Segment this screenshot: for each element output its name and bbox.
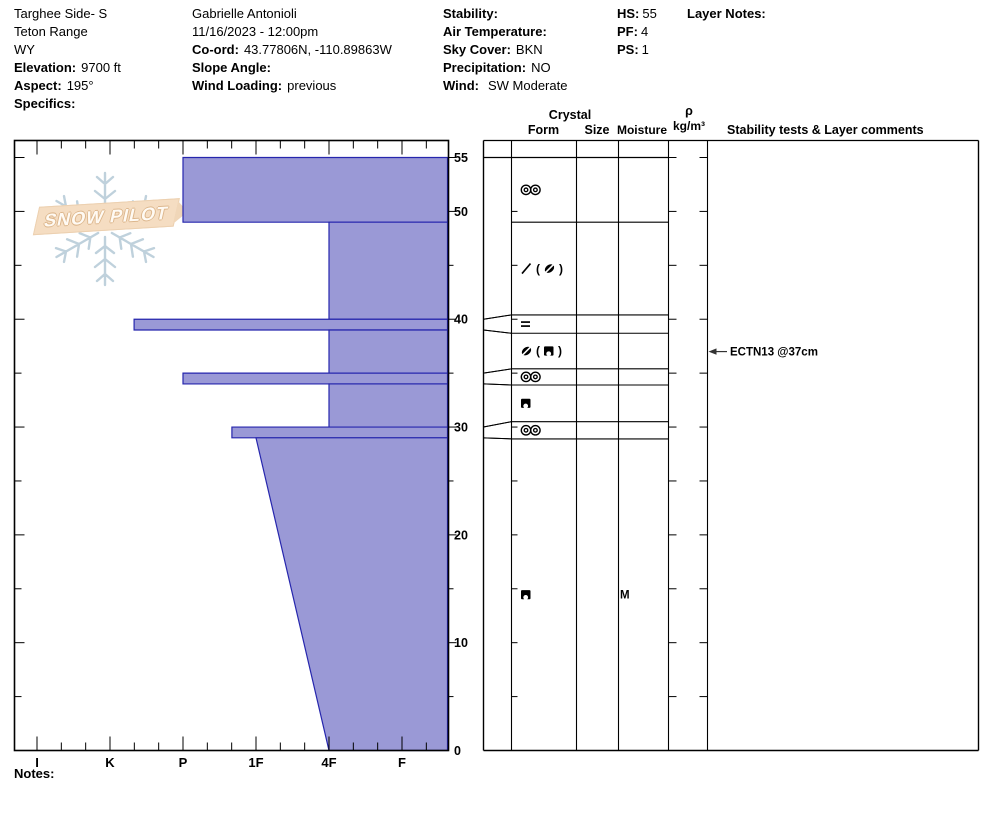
form-paren: ( (536, 262, 540, 276)
observer-name: Gabrielle Antonioli (192, 6, 297, 21)
hs-value: 55 (642, 6, 657, 21)
layer-connector (483, 437, 512, 440)
wind-label: Wind: (443, 78, 479, 93)
hardness-bar (182, 372, 449, 385)
grain-mf-cluster-icon (532, 427, 538, 433)
hardness-axis-label: K (105, 755, 115, 770)
ps-label: PS: (617, 42, 639, 57)
grain-mf-cluster-icon (520, 184, 532, 196)
grain-df-icon (521, 263, 532, 275)
moisture-column-header: Moisture (616, 123, 667, 137)
header-location-column: Targhee Side- S Teton Range WY Elevation… (14, 5, 121, 113)
form-column-header: Form (527, 123, 560, 137)
layer-connector (483, 383, 512, 386)
wind-loading-value: previous (287, 78, 337, 93)
coord-value: 43.77806N, -110.89863W (243, 42, 392, 57)
grain-mf-cluster-icon (530, 184, 541, 196)
grain-rg-mix-icon (544, 263, 555, 274)
grain-mf-cluster-icon (520, 371, 532, 383)
density-header: ρ (685, 104, 693, 118)
annotation-arrowhead-icon (708, 348, 717, 355)
stability-label: Stability: (443, 6, 498, 21)
grain-mf-cluster-icon (523, 187, 529, 193)
observation-datetime: 11/16/2023 - 12:00pm (192, 24, 319, 39)
pf-label: PF: (617, 24, 638, 39)
aspect-label: Aspect: (14, 78, 62, 93)
aspect-value: 195° (66, 78, 94, 93)
hardness-axis-label: 4F (321, 755, 336, 770)
ps-value: 1 (641, 42, 649, 57)
hs-label: HS: (617, 6, 640, 21)
grain-mf-crust-icon (523, 595, 529, 600)
sky-cover-value: BKN (515, 42, 543, 57)
grain-rg-mix-icon (521, 346, 532, 356)
header-layer-notes-column: Layer Notes: (687, 5, 766, 23)
hardness-bar (133, 318, 449, 331)
depth-axis-label: 55 (454, 151, 468, 165)
specifics-label: Specifics: (14, 96, 76, 111)
grain-mf-cluster-icon (530, 424, 541, 436)
depth-axis-label: 50 (454, 205, 468, 219)
elevation-value: 9700 ft (81, 60, 121, 75)
grain-mf-cluster-icon (532, 187, 538, 193)
grain-mf-cluster-icon (530, 371, 541, 383)
grain-mf-cluster-icon (523, 374, 529, 380)
form-paren: ) (559, 262, 563, 276)
wind-value: SW Moderate (487, 78, 568, 93)
hardness-bar (328, 329, 449, 374)
header-observer-column: Gabrielle Antonioli 11/16/2023 - 12:00pm… (192, 5, 392, 95)
depth-axis-label: 0 (454, 744, 461, 758)
elevation-label: Elevation: (14, 60, 77, 75)
layer-connector (483, 421, 512, 428)
depth-axis-label: 20 (454, 528, 468, 542)
size-column-header: Size (584, 123, 610, 137)
hardness-axis-label: 1F (248, 755, 263, 770)
grain-mf-crust-icon (546, 351, 552, 357)
precip-label: Precipitation: (443, 60, 527, 75)
coord-label: Co-ord: (192, 42, 239, 57)
depth-axis-label: 10 (454, 636, 468, 650)
form-paren: ( (536, 344, 540, 358)
site-name: Targhee Side- S (14, 6, 108, 21)
layer-notes-label: Layer Notes: (687, 6, 766, 21)
density-units-header: kg/m³ (672, 119, 705, 133)
hardness-bar (328, 383, 449, 428)
hardness-bar (328, 221, 449, 320)
range-name: Teton Range (14, 24, 88, 39)
layer-connector (483, 329, 512, 334)
layer-connector (483, 314, 512, 320)
grain-mf-cluster-icon (523, 427, 529, 433)
state: WY (14, 42, 35, 57)
form-paren: ) (558, 344, 562, 358)
hardness-axis-label: F (398, 755, 406, 770)
grain-mf-cluster-icon (520, 424, 532, 436)
sky-cover-label: Sky Cover: (443, 42, 511, 57)
notes-label: Notes: (14, 766, 55, 781)
hardness-bar (231, 426, 449, 439)
layer-connector (483, 368, 512, 374)
stability-column-header: Stability tests & Layer comments (727, 123, 924, 137)
precip-value: NO (531, 60, 551, 75)
grain-mf-crust-icon (523, 403, 529, 409)
pf-value: 4 (640, 24, 649, 39)
wind-loading-label: Wind Loading: (192, 78, 283, 93)
moisture-value: M (620, 590, 630, 602)
hardness-bar (255, 437, 449, 752)
crystal-header: Crystal (548, 108, 592, 122)
hardness-bar (182, 156, 449, 223)
hardness-axis-label: P (179, 755, 188, 770)
slope-angle-label: Slope Angle: (192, 60, 271, 75)
air-temp-label: Air Temperature: (443, 24, 547, 39)
hardness-axis-label: I (35, 755, 39, 770)
header-conditions-column: Stability: Air Temperature: Sky Cover: BK… (443, 5, 567, 95)
depth-axis-label: 30 (454, 421, 468, 435)
depth-axis-label: 40 (454, 313, 468, 327)
grain-mf-cluster-icon (532, 374, 538, 380)
stability-test-annotation: ECTN13 @37cm (730, 347, 818, 359)
header-summary-column: HS: 55 PF: 4 PS: 1 (617, 5, 657, 59)
